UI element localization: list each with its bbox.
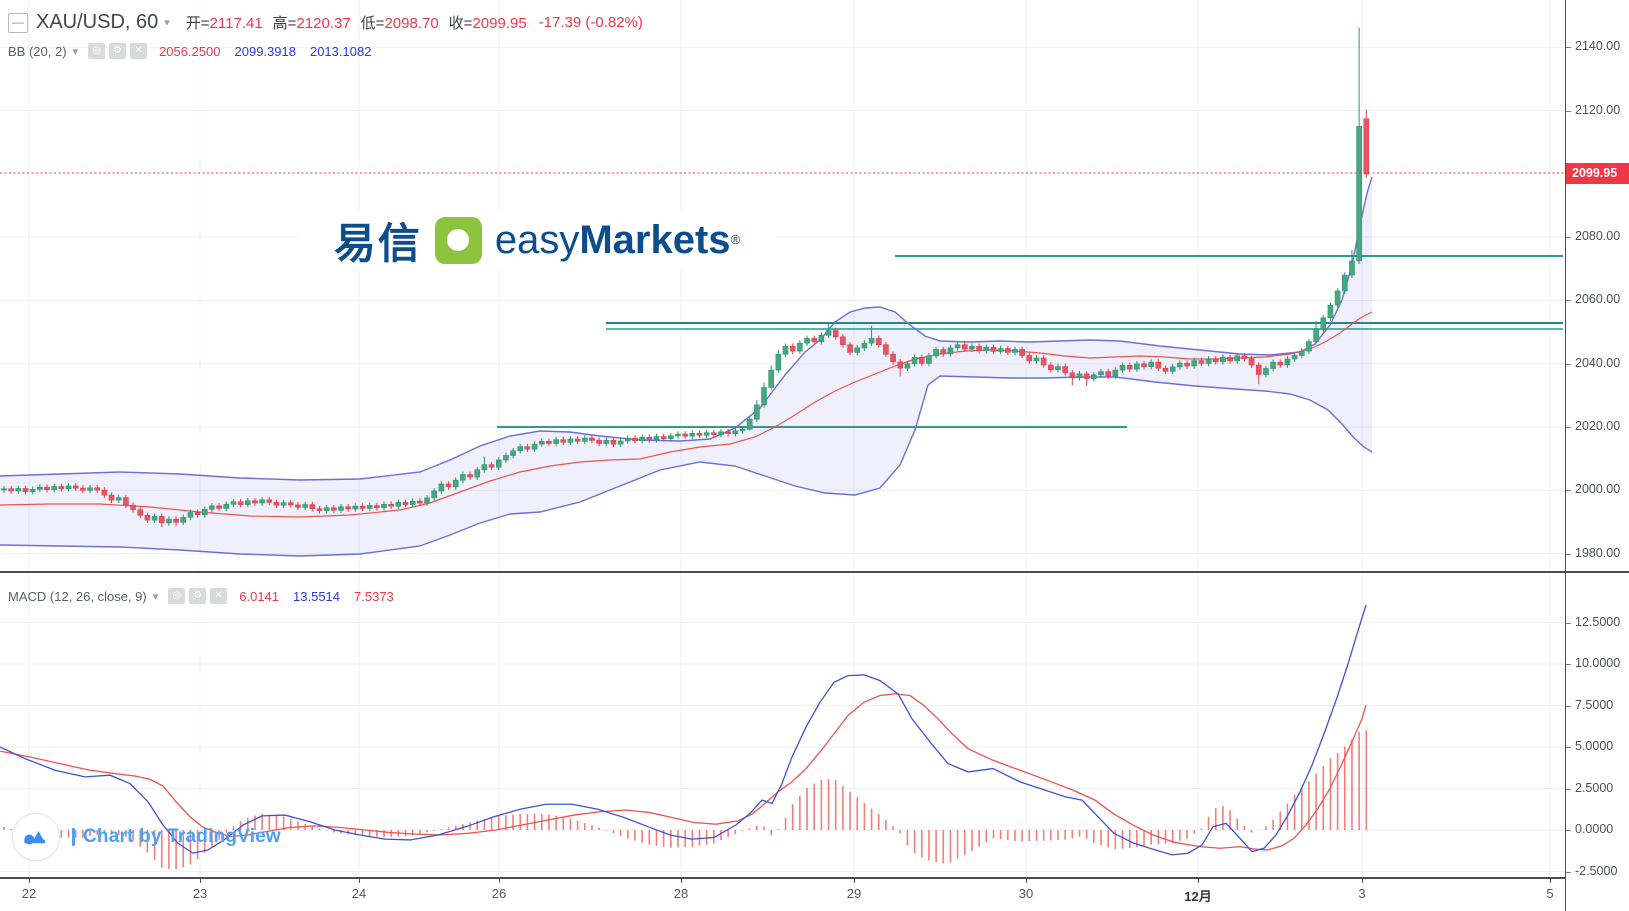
open-value: 开=2117.41 [185, 15, 263, 32]
chevron-down-icon[interactable]: ▾ [152, 590, 159, 603]
tradingview-attribution-link[interactable]: Chart by TradingView [12, 813, 281, 861]
time-tick [200, 879, 201, 883]
symbol-title[interactable]: XAU/USD, 60 [36, 11, 159, 33]
gear-icon[interactable]: ⚙ [109, 43, 127, 59]
axis-tick [1566, 111, 1571, 112]
axis-label: 7.5000 [1575, 698, 1614, 712]
axis-label: 1980.00 [1575, 546, 1621, 560]
axis-label: -2.5000 [1575, 864, 1618, 878]
macd-chart-canvas[interactable] [0, 574, 1565, 877]
axis-label: 10.0000 [1575, 656, 1621, 670]
low-value: 低=2098.70 [360, 15, 439, 32]
time-tick [1362, 879, 1363, 883]
time-label: 12月 [1184, 889, 1212, 904]
axis-tick [1566, 664, 1571, 665]
time-axis[interactable]: 22 23 24 26 28 29 30 12月 3 5 [0, 877, 1629, 911]
axis-tick [1566, 872, 1571, 873]
close-icon[interactable]: ✕ [210, 588, 228, 604]
indicator-value: 13.5514 [293, 588, 341, 604]
time-tick [1550, 879, 1551, 883]
time-label: 28 [673, 886, 689, 901]
axis-label: 2020.00 [1575, 419, 1621, 433]
close-value: 收=2099.95 [448, 15, 527, 32]
axis-label: 2120.00 [1575, 103, 1621, 117]
macd-values: 6.0141 13.5514 7.5373 [239, 589, 408, 604]
time-label: 24 [351, 886, 367, 901]
watermark-easy-text: easy [494, 217, 580, 262]
macd-indicator-legend: MACD (12, 26, close, 9) ▾ ◎ ⚙ ✕ 6.0141 13… [8, 588, 408, 604]
macd-label[interactable]: MACD (12, 26, close, 9) [8, 588, 147, 604]
attribution-text[interactable]: Chart by TradingView [83, 826, 281, 847]
time-tick [359, 879, 360, 883]
axis-tick [1566, 830, 1571, 831]
time-tick [854, 879, 855, 883]
axis-label: 2040.00 [1575, 356, 1621, 370]
indicator-value: 2013.1082 [309, 43, 372, 59]
chevron-down-icon[interactable]: ▾ [72, 45, 79, 58]
time-tick [681, 879, 682, 883]
bb-label[interactable]: BB (20, 2) [8, 43, 67, 59]
time-label: 3 [1358, 886, 1366, 901]
panel-divider[interactable] [0, 571, 1629, 573]
time-label: 23 [192, 886, 208, 901]
indicator-value: 7.5373 [354, 588, 394, 604]
time-label: 26 [491, 886, 507, 901]
axis-tick [1566, 237, 1571, 238]
time-tick [1026, 879, 1027, 883]
axis-tick [1566, 554, 1571, 555]
axis-tick [1566, 364, 1571, 365]
change-value: -17.39 (-0.82%) [538, 14, 643, 31]
bb-values: 2056.2500 2099.3918 2013.1082 [159, 44, 385, 59]
axis-tick [1566, 490, 1571, 491]
axis-label: 12.5000 [1575, 615, 1621, 629]
attribution-separator [72, 828, 75, 846]
time-tick [499, 879, 500, 883]
current-price-badge: 2099.95 [1566, 163, 1629, 184]
time-label: 30 [1018, 886, 1034, 901]
axis-tick [1566, 427, 1571, 428]
axis-label: 2060.00 [1575, 292, 1621, 306]
time-label: 22 [21, 886, 37, 901]
axis-tick [1566, 706, 1571, 707]
time-tick [29, 879, 30, 883]
bb-indicator-legend: BB (20, 2) ▾ ◎ ⚙ ✕ 2056.2500 2099.3918 201… [8, 43, 385, 59]
broker-watermark: 易信 easy Markets ® [298, 210, 776, 270]
axis-tick [1566, 47, 1571, 48]
symbol-legend: — XAU/USD, 60 ▾ 开=2117.41 高=2120.37 低=20… [8, 11, 643, 34]
high-value: 高=2120.37 [272, 15, 351, 32]
axis-label: 2080.00 [1575, 229, 1621, 243]
tradingview-logo-icon[interactable] [12, 813, 60, 861]
collapse-panel-button[interactable]: — [8, 12, 28, 33]
price-chart-canvas[interactable] [0, 0, 1565, 572]
indicator-value: 6.0141 [239, 588, 280, 604]
watermark-markets-text: Markets [579, 217, 731, 262]
registered-mark: ® [730, 232, 741, 247]
axis-tick [1566, 747, 1571, 748]
chevron-down-icon[interactable]: ▾ [164, 17, 170, 29]
axis-label: 2000.00 [1575, 482, 1621, 496]
eye-icon[interactable]: ◎ [88, 43, 106, 59]
indicator-value: 2099.3918 [234, 43, 296, 59]
axis-label: 2140.00 [1575, 39, 1621, 53]
eye-icon[interactable]: ◎ [168, 588, 186, 604]
price-axis[interactable]: 2099.95 2140.00 2120.00 2080.00 2060.00 2040… [1565, 0, 1629, 911]
axis-label: 2.5000 [1575, 781, 1614, 795]
watermark-chinese-logo: 易信 [333, 219, 422, 267]
easymarkets-logo-icon [434, 216, 482, 264]
time-label: 29 [846, 886, 862, 901]
time-tick [1198, 879, 1199, 883]
axis-tick [1566, 623, 1571, 624]
close-icon[interactable]: ✕ [130, 43, 148, 59]
axis-label: 0.0000 [1575, 822, 1614, 836]
axis-tick [1566, 300, 1571, 301]
gear-icon[interactable]: ⚙ [189, 588, 207, 604]
time-label: 5 [1546, 886, 1554, 901]
axis-label: 5.0000 [1575, 739, 1614, 753]
indicator-value: 2056.2500 [159, 43, 221, 59]
axis-tick [1566, 789, 1571, 790]
